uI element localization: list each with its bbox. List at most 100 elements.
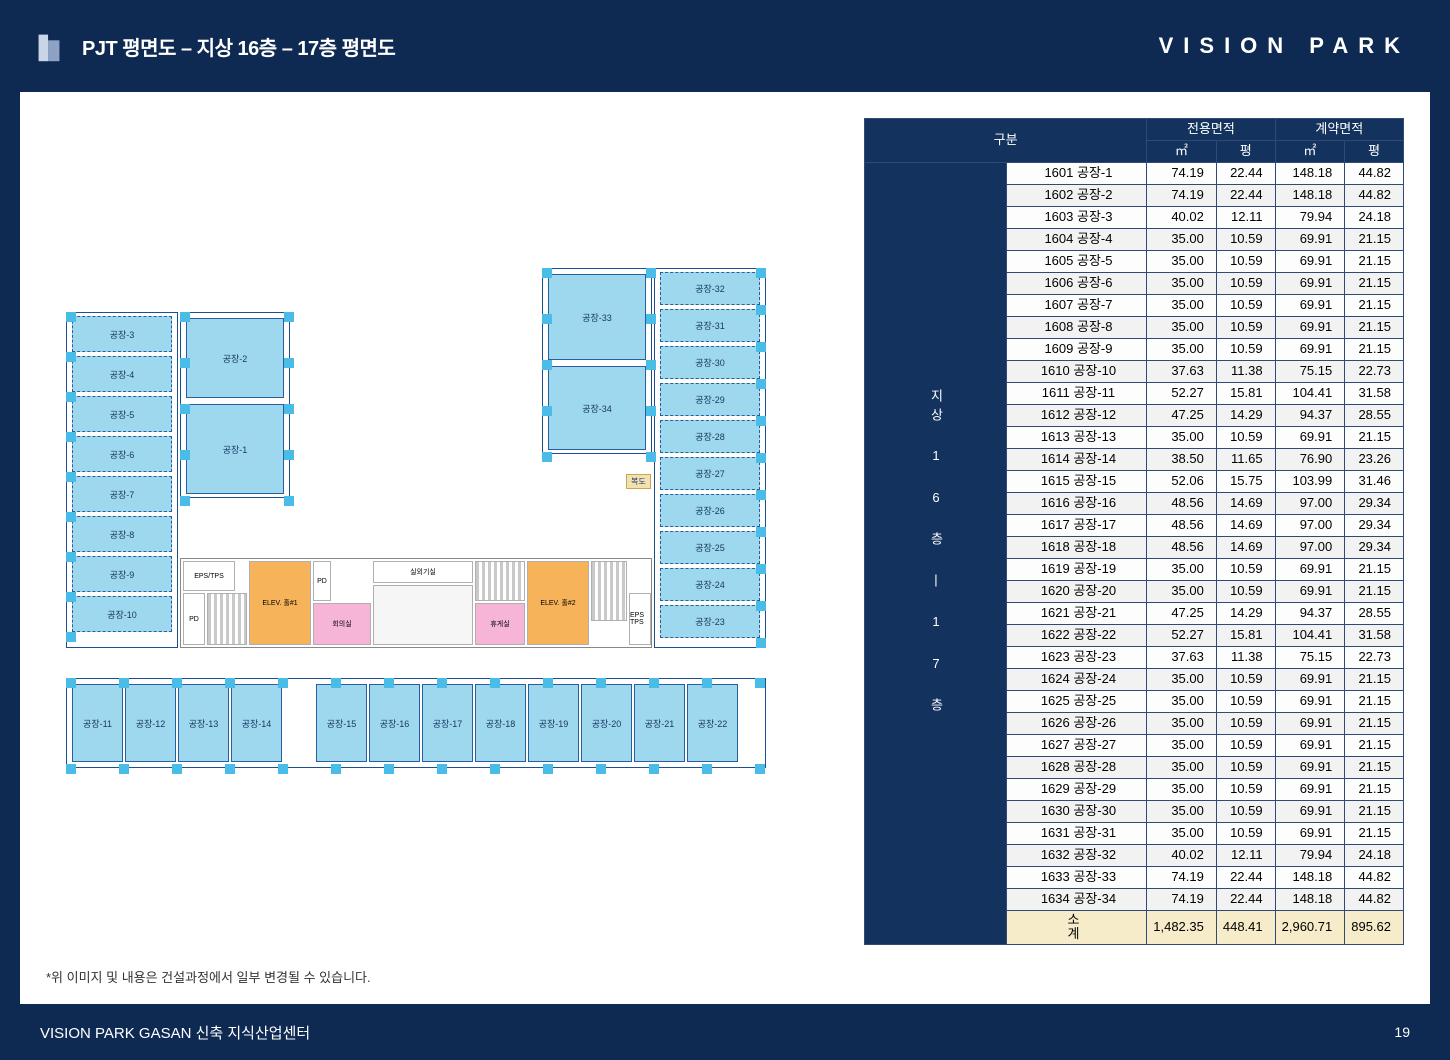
cell-contract-py: 21.15 — [1345, 823, 1404, 845]
plan-column — [278, 764, 288, 774]
cell-unit-name: 1626 공장-26 — [1006, 713, 1147, 735]
plan-unit: 공장-30 — [660, 346, 760, 379]
plan-unit: 공장-19 — [528, 684, 579, 762]
cell-unit-name: 1612 공장-12 — [1006, 405, 1147, 427]
cell-unit-name: 1603 공장-3 — [1006, 207, 1147, 229]
cell-contract-m2: 69.91 — [1275, 757, 1345, 779]
plan-unit: 공장-11 — [72, 684, 123, 762]
cell-contract-py: 21.15 — [1345, 295, 1404, 317]
core-stair2 — [475, 561, 525, 601]
plan-column — [649, 764, 659, 774]
plan-column — [284, 358, 294, 368]
cell-contract-py: 21.15 — [1345, 427, 1404, 449]
plan-column — [66, 312, 76, 322]
cell-contract-py: 21.15 — [1345, 581, 1404, 603]
cell-area-py: 10.59 — [1216, 779, 1275, 801]
cell-area-m2: 47.25 — [1147, 405, 1217, 427]
cell-area-py: 15.81 — [1216, 625, 1275, 647]
cell-unit-name: 1608 공장-8 — [1006, 317, 1147, 339]
cell-area-m2: 35.00 — [1147, 691, 1217, 713]
plan-column — [66, 552, 76, 562]
core-pd1: PD — [183, 593, 205, 645]
plan-column — [284, 312, 294, 322]
plan-column — [596, 764, 606, 774]
plan-column — [756, 527, 766, 537]
plan-unit: 공장-28 — [660, 420, 760, 453]
cell-unit-name: 1632 공장-32 — [1006, 845, 1147, 867]
cell-contract-m2: 148.18 — [1275, 163, 1345, 185]
plan-column — [437, 678, 447, 688]
plan-unit: 공장-13 — [178, 684, 229, 762]
cell-contract-py: 21.15 — [1345, 273, 1404, 295]
th-area1: 전용면적 — [1147, 119, 1275, 141]
cell-unit-name: 1606 공장-6 — [1006, 273, 1147, 295]
plan-unit: 공장-31 — [660, 309, 760, 342]
plan-column — [649, 678, 659, 688]
cell-area-py: 10.59 — [1216, 273, 1275, 295]
plan-column — [702, 764, 712, 774]
cell-area-m2: 74.19 — [1147, 889, 1217, 911]
plan-column — [437, 764, 447, 774]
cell-contract-m2: 69.91 — [1275, 251, 1345, 273]
cell-area-m2: 35.00 — [1147, 823, 1217, 845]
plan-column — [66, 472, 76, 482]
cell-area-m2: 47.25 — [1147, 603, 1217, 625]
core-eps2: EPS TPS — [629, 593, 651, 645]
cell-contract-py: 31.58 — [1345, 625, 1404, 647]
plan-unit: 공장-22 — [687, 684, 738, 762]
cell-area-py: 14.69 — [1216, 515, 1275, 537]
cell-area-py: 22.44 — [1216, 867, 1275, 889]
plan-column — [756, 342, 766, 352]
plan-column — [756, 305, 766, 315]
footer: VISION PARK GASAN 신축 지식산업센터 19 — [0, 1004, 1450, 1060]
core-stair3 — [591, 561, 627, 621]
plan-column — [756, 379, 766, 389]
cell-contract-m2: 97.00 — [1275, 515, 1345, 537]
plan-column — [490, 764, 500, 774]
cell-unit-name: 1607 공장-7 — [1006, 295, 1147, 317]
plan-column — [646, 314, 656, 324]
cell-area-m2: 37.63 — [1147, 361, 1217, 383]
plan-column — [225, 764, 235, 774]
cell-area-py: 14.69 — [1216, 537, 1275, 559]
cell-unit-name: 1613 공장-13 — [1006, 427, 1147, 449]
plan-column — [646, 360, 656, 370]
core-fire: 실외기실 — [373, 561, 473, 583]
cell-contract-py: 21.15 — [1345, 251, 1404, 273]
plan-unit: 공장-17 — [422, 684, 473, 762]
cell-contract-py: 24.18 — [1345, 845, 1404, 867]
th-area2: 계약면적 — [1275, 119, 1403, 141]
plan-unit: 공장-1 — [186, 404, 284, 494]
cell-area-m2: 52.06 — [1147, 471, 1217, 493]
cell-area-m2: 35.00 — [1147, 757, 1217, 779]
plan-column — [66, 764, 76, 774]
cell-contract-m2: 76.90 — [1275, 449, 1345, 471]
cell-contract-py: 21.15 — [1345, 801, 1404, 823]
cell-contract-m2: 79.94 — [1275, 845, 1345, 867]
plan-column — [66, 678, 76, 688]
cell-area-py: 10.59 — [1216, 229, 1275, 251]
floor-plan: EPS/TPS PD ELEV. 홀#1 PD 회의실 실외기실 휴게실 ELE… — [66, 268, 766, 828]
cell-area-m2: 48.56 — [1147, 515, 1217, 537]
cell-contract-py: 21.15 — [1345, 691, 1404, 713]
plan-column — [180, 450, 190, 460]
plan-unit: 공장-9 — [72, 556, 172, 592]
cell-unit-name: 1604 공장-4 — [1006, 229, 1147, 251]
table-row: 지상 1 6 층 | 1 7 층1601 공장-174.1922.44148.1… — [865, 163, 1404, 185]
plan-unit: 공장-8 — [72, 516, 172, 552]
th-py-1: 평 — [1216, 141, 1275, 163]
cell-area-py: 10.59 — [1216, 339, 1275, 361]
plan-unit: 공장-18 — [475, 684, 526, 762]
plan-column — [284, 450, 294, 460]
plan-column — [490, 678, 500, 688]
cell-contract-m2: 69.91 — [1275, 713, 1345, 735]
plan-column — [756, 564, 766, 574]
cell-area-m2: 35.00 — [1147, 801, 1217, 823]
cell-contract-m2: 69.91 — [1275, 801, 1345, 823]
plan-unit: 공장-7 — [72, 476, 172, 512]
plan-unit: 공장-5 — [72, 396, 172, 432]
plan-column — [542, 360, 552, 370]
cell-contract-py: 23.26 — [1345, 449, 1404, 471]
cell-contract-m2: 94.37 — [1275, 405, 1345, 427]
cell-area-py: 11.38 — [1216, 647, 1275, 669]
